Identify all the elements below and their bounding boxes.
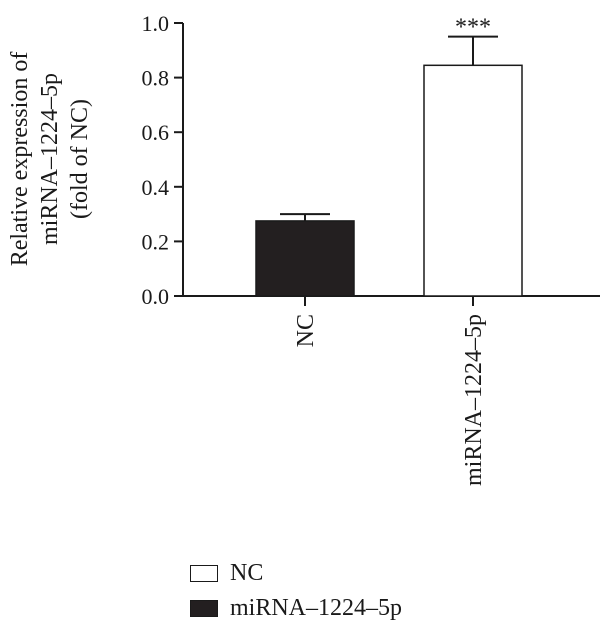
bar-chart: 0.0 0.2 0.4 0.6 0.8 1.0 NC miRNA–1224–5p *** Rela… <box>7 11 600 486</box>
legend-item-mirna: miRNA–1224–5p <box>190 591 402 626</box>
legend: NC miRNA–1224–5p <box>190 556 402 626</box>
legend-swatch-nc <box>190 565 218 582</box>
x-tick-label-0: NC <box>293 314 319 347</box>
x-tick-label-1: miRNA–1224–5p <box>461 314 487 486</box>
y-tick-label-0: 0.0 <box>142 284 170 309</box>
bar-0 <box>255 220 355 297</box>
y-axis-label: Relative expression of miRNA–1224–5p (fold… <box>7 52 93 267</box>
legend-item-nc: NC <box>190 556 402 591</box>
bar-1 <box>423 64 523 297</box>
y-tick-label-4: 0.8 <box>142 66 170 91</box>
legend-label-mirna: miRNA–1224–5p <box>230 595 403 621</box>
significance-marker-1: *** <box>455 15 491 41</box>
y-tick-label-2: 0.4 <box>142 175 170 200</box>
y-tick-label-1: 0.2 <box>142 229 170 254</box>
y-axis-label-line-1: miRNA–1224–5p <box>37 73 63 245</box>
legend-swatch-mirna <box>190 600 218 617</box>
legend-label-nc: NC <box>230 560 264 586</box>
y-axis-label-line-0: Relative expression of <box>7 52 33 267</box>
y-tick-label-5: 1.0 <box>142 11 170 36</box>
y-axis-label-line-2: (fold of NC) <box>67 99 93 219</box>
y-tick-label-3: 0.6 <box>142 120 170 145</box>
